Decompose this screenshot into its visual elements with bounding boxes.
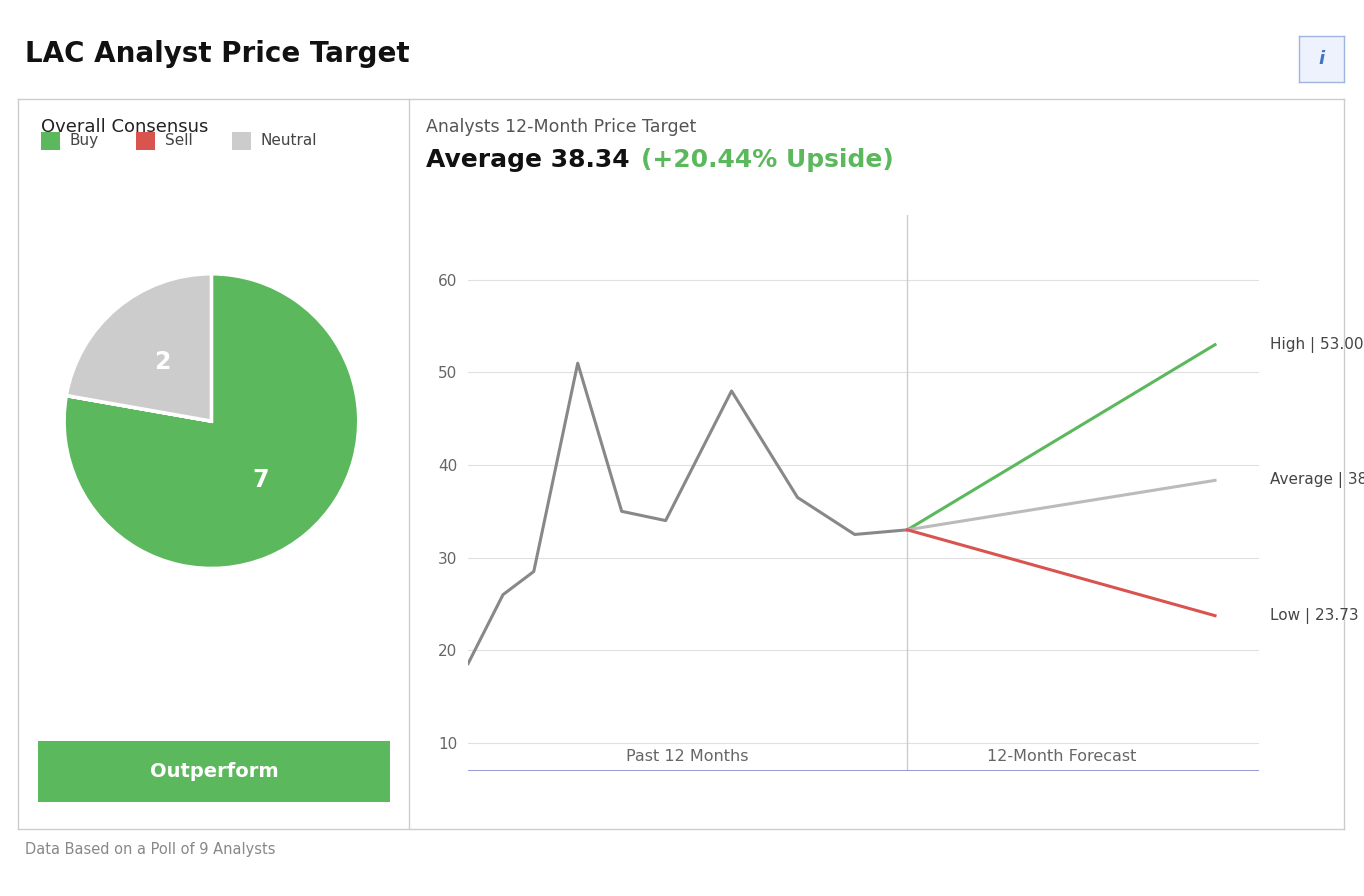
Text: Low | 23.73: Low | 23.73 bbox=[1270, 607, 1359, 624]
Text: Overall Consensus: Overall Consensus bbox=[41, 118, 209, 136]
Text: Average | 38.34: Average | 38.34 bbox=[1270, 472, 1364, 488]
Text: Past 12 Months: Past 12 Months bbox=[626, 749, 749, 764]
Wedge shape bbox=[67, 274, 211, 421]
Text: Analysts 12-Month Price Target: Analysts 12-Month Price Target bbox=[426, 118, 696, 136]
Text: Buy: Buy bbox=[70, 134, 98, 148]
Text: Average 38.34: Average 38.34 bbox=[426, 148, 629, 172]
Text: Outperform: Outperform bbox=[150, 762, 278, 781]
Text: LAC Analyst Price Target: LAC Analyst Price Target bbox=[25, 40, 409, 68]
Text: (+20.44% Upside): (+20.44% Upside) bbox=[641, 148, 893, 172]
Text: Neutral: Neutral bbox=[261, 134, 316, 148]
Text: Sell: Sell bbox=[165, 134, 192, 148]
Text: 7: 7 bbox=[252, 468, 269, 492]
Text: 12-Month Forecast: 12-Month Forecast bbox=[986, 749, 1136, 764]
Text: 2: 2 bbox=[154, 350, 170, 375]
FancyBboxPatch shape bbox=[10, 737, 419, 806]
Wedge shape bbox=[64, 274, 359, 568]
Wedge shape bbox=[67, 395, 211, 421]
Text: i: i bbox=[1318, 50, 1324, 68]
Text: Data Based on a Poll of 9 Analysts: Data Based on a Poll of 9 Analysts bbox=[25, 842, 276, 857]
Text: High | 53.00: High | 53.00 bbox=[1270, 337, 1364, 353]
